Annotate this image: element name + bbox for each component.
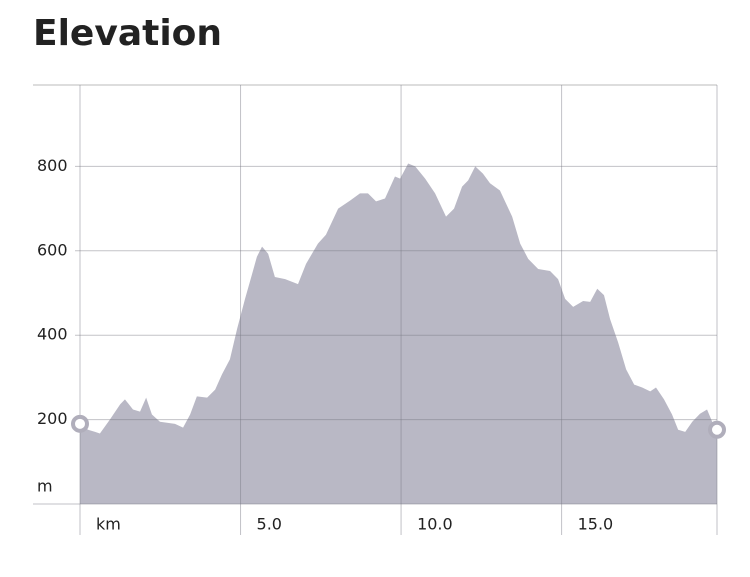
y-tick-label: 600 xyxy=(37,240,68,259)
x-tick-label: km xyxy=(96,515,121,534)
y-tick-label: 400 xyxy=(37,325,68,344)
endpoint-marker xyxy=(71,414,89,433)
y-tick-label: 200 xyxy=(37,409,68,428)
endpoint-marker xyxy=(708,420,726,439)
y-tick-label: m xyxy=(37,477,53,496)
x-tick-label: 5.0 xyxy=(257,515,282,534)
y-tick-label: 800 xyxy=(37,156,68,175)
chart-title: Elevation xyxy=(33,13,222,54)
x-tick-label: 10.0 xyxy=(417,515,453,534)
x-tick-label: 15.0 xyxy=(578,515,614,534)
elevation-area xyxy=(80,163,717,505)
